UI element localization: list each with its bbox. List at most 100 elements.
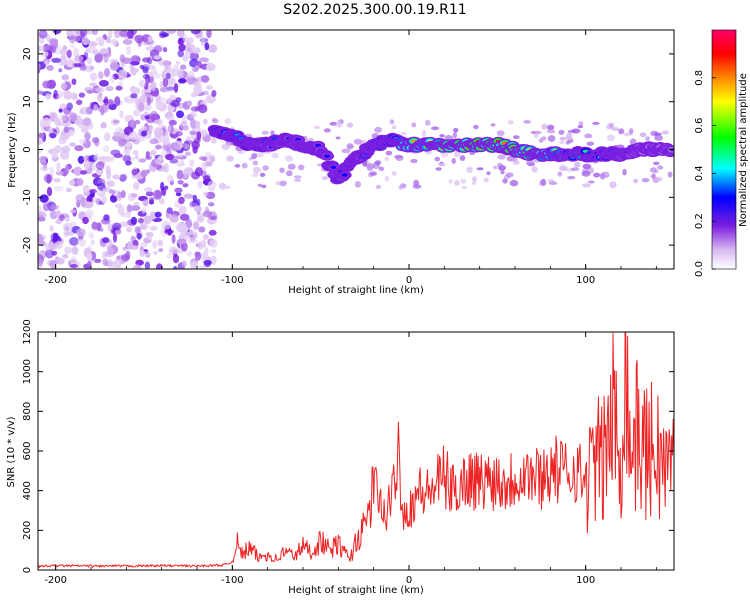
noise-blob	[149, 211, 157, 220]
noise-blob	[64, 231, 74, 236]
noise-blob	[113, 259, 122, 269]
noise-blob	[448, 179, 453, 184]
noise-blob	[353, 138, 362, 145]
noise-blob	[178, 78, 187, 84]
noise-blob	[645, 136, 650, 141]
noise-blob	[152, 240, 158, 250]
noise-blob	[378, 166, 385, 171]
noise-blob	[117, 205, 125, 216]
noise-blob	[425, 119, 431, 126]
noise-blob	[44, 242, 53, 251]
noise-blob	[69, 179, 76, 186]
noise-blob	[155, 263, 163, 269]
y-tick-label: 1000	[22, 359, 33, 384]
noise-blob	[148, 124, 153, 134]
noise-blob	[137, 102, 145, 112]
noise-blob	[270, 130, 275, 136]
x-tick-label: -200	[44, 575, 67, 586]
snr-plot-area	[38, 332, 674, 570]
noise-blob	[69, 264, 79, 268]
noise-blob	[43, 60, 50, 65]
noise-blob	[112, 134, 122, 142]
noise-blob	[60, 115, 67, 122]
noise-blob	[62, 222, 73, 232]
noise-blob	[63, 126, 69, 133]
noise-blob	[143, 215, 152, 225]
noise-blob	[107, 258, 113, 267]
noise-blob	[82, 216, 89, 225]
noise-blob	[587, 180, 595, 184]
noise-blob	[134, 226, 141, 234]
x-tick-label: 100	[576, 275, 595, 286]
noise-blob	[194, 251, 201, 257]
y-tick-label: 200	[22, 521, 33, 540]
noise-blob	[177, 40, 185, 45]
noise-blob	[185, 144, 190, 151]
noise-blob	[95, 161, 105, 171]
noise-blob	[203, 175, 211, 183]
noise-blob	[434, 156, 440, 162]
noise-blob	[178, 43, 186, 52]
noise-blob	[261, 130, 270, 135]
colorbar-tick-label: 0.0	[694, 261, 705, 277]
noise-blob	[55, 171, 65, 176]
noise-blob	[141, 169, 147, 178]
noise-blob	[117, 191, 123, 199]
noise-blob	[60, 151, 70, 160]
noise-blob	[71, 246, 79, 255]
noise-blob	[527, 162, 536, 167]
noise-blob	[203, 260, 212, 265]
noise-blob	[252, 172, 259, 177]
noise-blob	[606, 124, 613, 130]
noise-blob	[179, 213, 190, 221]
noise-blob	[194, 120, 201, 129]
noise-blob	[69, 237, 79, 246]
y-tick-label: 400	[22, 481, 33, 500]
noise-blob	[74, 145, 84, 152]
noise-blob	[98, 97, 104, 103]
noise-blob	[211, 118, 219, 124]
noise-blob	[257, 183, 263, 187]
noise-blob	[77, 155, 85, 164]
x-tick-label: -200	[44, 275, 67, 286]
noise-blob	[202, 234, 209, 240]
noise-blob	[165, 153, 175, 161]
noise-blob	[55, 219, 60, 224]
noise-blob	[84, 209, 94, 219]
x-tick-label: 0	[406, 575, 412, 586]
noise-blob	[600, 171, 610, 178]
noise-blob	[141, 130, 147, 137]
noise-blob	[75, 194, 85, 203]
noise-blob	[271, 152, 279, 159]
noise-blob	[134, 154, 139, 160]
noise-blob	[498, 165, 506, 171]
noise-blob	[104, 251, 115, 258]
noise-blob	[459, 155, 466, 162]
noise-blob	[62, 168, 67, 177]
spectrogram-x-ticks: -200 -100 0 100	[44, 30, 657, 286]
snr-panel: -200 -100 0 100 0 200 400 600 800 1000 1200 Heigh…	[6, 319, 675, 596]
noise-blob	[209, 215, 218, 221]
noise-blob	[126, 226, 132, 233]
noise-blob	[205, 85, 213, 90]
noise-blob	[82, 185, 90, 193]
noise-blob	[72, 92, 78, 100]
spectrogram-x-label: Height of straight line (km)	[288, 285, 424, 296]
noise-blob	[62, 253, 69, 259]
spectrogram-y-ticks: -20 -10 0 10 20	[22, 48, 674, 253]
noise-blob	[211, 90, 217, 97]
noise-blob	[197, 240, 204, 250]
noise-blob	[201, 162, 207, 171]
noise-blob	[46, 174, 52, 184]
noise-blob	[170, 247, 180, 254]
noise-blob	[118, 81, 124, 86]
noise-blob	[145, 40, 156, 46]
noise-blob	[73, 166, 83, 176]
noise-blob	[221, 143, 231, 150]
noise-blob	[109, 74, 115, 84]
noise-blob	[106, 170, 112, 180]
noise-blob	[80, 170, 88, 175]
noise-blob	[190, 261, 199, 269]
